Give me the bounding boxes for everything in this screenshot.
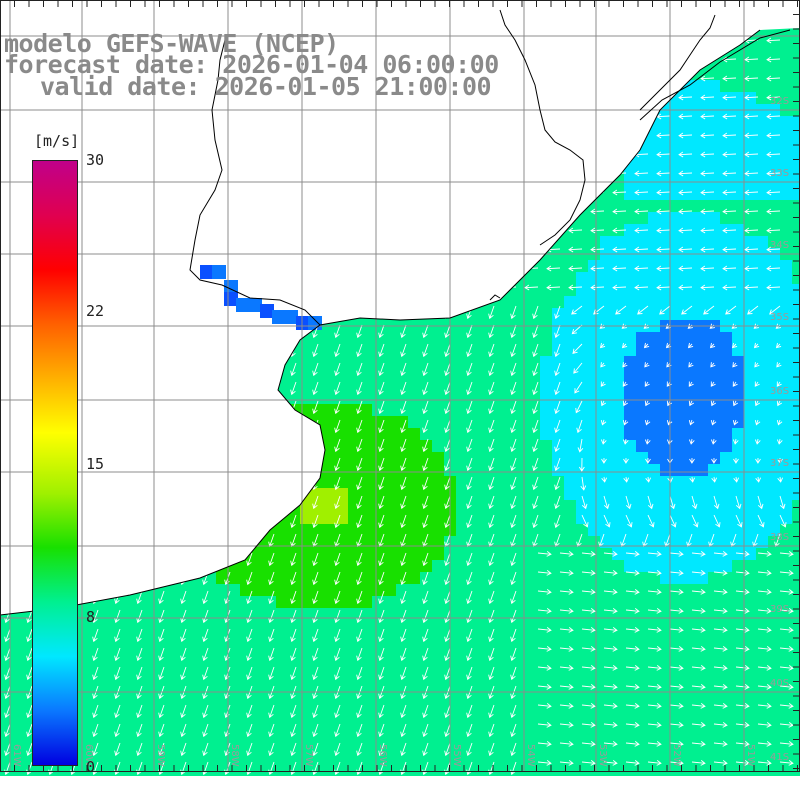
colorbar-unit: [m/s]	[34, 132, 80, 150]
forecast-date: forecast date: 2026-01-04 06:00:00	[4, 50, 499, 79]
colorbar-tick-15: 15	[86, 455, 105, 473]
colorbar-tick-30: 30	[86, 151, 105, 169]
frame-ticks	[0, 0, 800, 772]
latitude-label: 39S	[770, 604, 789, 615]
graticule	[0, 0, 800, 772]
longitude-label: 55W	[451, 744, 462, 767]
colorbar-tick-22: 22	[86, 302, 105, 320]
longitude-label: 53W	[597, 744, 608, 767]
latitude-label: 36S	[770, 386, 789, 397]
longitude-label: 59W	[155, 744, 166, 767]
model-title: modelo GEFS-WAVE (NCEP)	[4, 29, 339, 58]
longitude-label: 60W	[83, 744, 94, 767]
longitude-labels: 61W 60W 59W 58W 57W 56W 55W 54W 53W 52W 51W	[11, 744, 756, 767]
coastline	[0, 9, 791, 616]
longitude-label: 56W	[377, 744, 388, 767]
latitude-label: 35S	[770, 312, 789, 323]
longitude-label: 54W	[525, 744, 536, 767]
longitude-label: 61W	[11, 744, 22, 767]
latitude-label: 33S	[770, 168, 789, 179]
latitude-label: 40S	[770, 678, 789, 689]
latitude-label: 32S	[770, 96, 789, 107]
longitude-label: 51W	[745, 744, 756, 767]
wind-speed-field	[0, 28, 800, 776]
latitude-label: 37S	[770, 458, 789, 469]
latitude-label: 41S	[770, 752, 789, 763]
colorbar	[32, 160, 78, 766]
latitude-labels: 32S 33S 34S 35S 36S 37S 38S 39S 40S 41S	[770, 96, 789, 763]
estuary-field	[200, 265, 322, 330]
colorbar-tick-8: 8	[86, 608, 96, 626]
valid-date: valid date: 2026-01-05 21:00:00	[40, 72, 492, 101]
longitude-label: 52W	[671, 744, 682, 767]
colorbar-tick-0: 0	[86, 758, 96, 776]
longitude-label: 58W	[229, 744, 240, 767]
latitude-label: 34S	[770, 240, 789, 251]
longitude-label: 57W	[303, 744, 314, 767]
latitude-label: 38S	[770, 532, 789, 543]
